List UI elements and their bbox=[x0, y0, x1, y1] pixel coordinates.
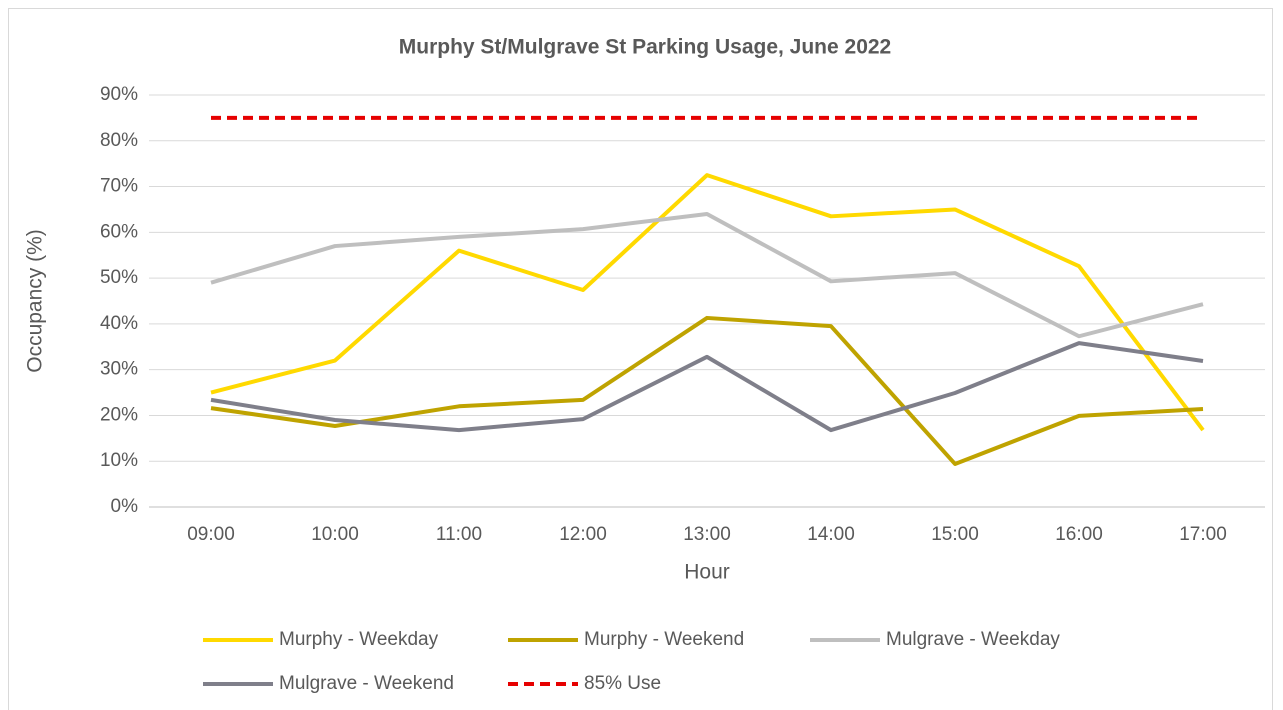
y-tick-label: 10% bbox=[100, 450, 138, 471]
y-tick-label: 20% bbox=[100, 404, 138, 425]
x-tick-label: 16:00 bbox=[1055, 524, 1103, 545]
y-tick-label: 70% bbox=[100, 176, 138, 197]
y-tick-label: 50% bbox=[100, 267, 138, 288]
chart-title: Murphy St/Mulgrave St Parking Usage, Jun… bbox=[399, 36, 892, 59]
x-tick-label: 10:00 bbox=[311, 524, 359, 545]
chart-frame bbox=[8, 8, 1273, 710]
series-line bbox=[210, 341, 1204, 433]
y-tick-label: 0% bbox=[111, 496, 139, 517]
legend-label: Murphy - Weekend bbox=[584, 629, 744, 650]
x-tick-label: 15:00 bbox=[931, 524, 979, 545]
legend-label: Mulgrave - Weekend bbox=[279, 673, 454, 694]
y-tick-label: 30% bbox=[100, 359, 138, 380]
x-tick-label: 17:00 bbox=[1179, 524, 1227, 545]
y-tick-label: 60% bbox=[100, 221, 138, 242]
y-tick-label: 90% bbox=[100, 84, 138, 105]
y-axis-title: Occupancy (%) bbox=[24, 229, 47, 373]
series-line bbox=[210, 212, 1204, 339]
x-tick-label: 14:00 bbox=[807, 524, 855, 545]
x-tick-label: 11:00 bbox=[436, 524, 482, 545]
legend-label: 85% Use bbox=[584, 673, 661, 694]
x-tick-label: 09:00 bbox=[187, 524, 235, 545]
x-axis-title: Hour bbox=[684, 561, 730, 584]
series-line bbox=[210, 173, 1205, 432]
legend-label: Mulgrave - Weekday bbox=[886, 629, 1060, 650]
y-tick-label: 80% bbox=[100, 130, 138, 151]
series-line bbox=[210, 315, 1204, 466]
x-tick-label: 13:00 bbox=[683, 524, 731, 545]
legend-label: Murphy - Weekday bbox=[279, 629, 439, 650]
y-tick-label: 40% bbox=[100, 313, 138, 334]
x-tick-label: 12:00 bbox=[559, 524, 607, 545]
